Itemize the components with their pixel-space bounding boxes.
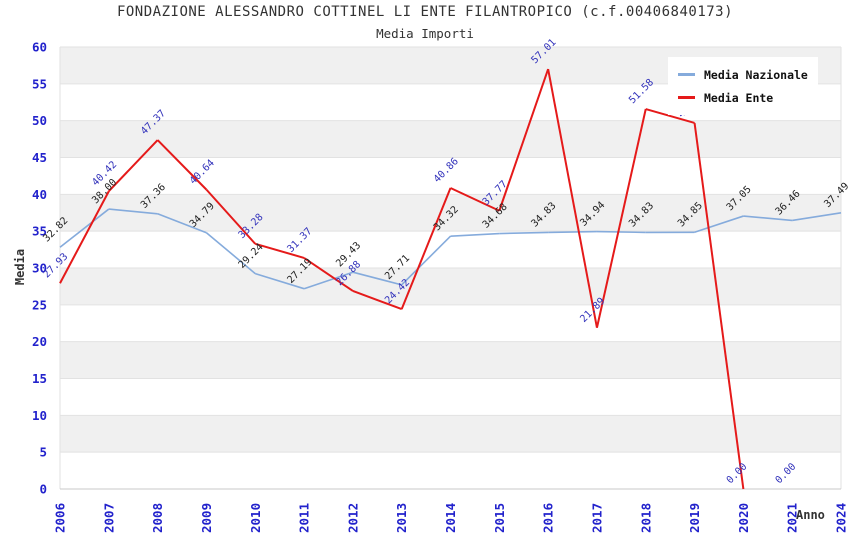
ente-line-swatch-icon (678, 96, 695, 99)
series-line-media-nazionale (596, 230, 646, 234)
series-line-media-nazionale (450, 232, 500, 237)
point-label-media-ente: 0.00 (725, 461, 750, 486)
chart-title: FONDAZIONE ALESSANDRO COTTINEL LI ENTE F… (116, 4, 734, 20)
series-line-media-nazionale (352, 271, 402, 286)
x-tick-label: 2017 (589, 503, 604, 533)
series-line-media-ente (108, 139, 159, 192)
legend-item-media-nazionale: Media Nazionale (678, 63, 810, 86)
x-tick-label: 2006 (53, 503, 68, 533)
x-axis-title: Anno (796, 508, 825, 522)
y-tick-label: 35 (32, 224, 47, 239)
series-line-media-ente (205, 188, 256, 245)
x-tick-label: 2007 (101, 503, 116, 533)
plot-band (60, 415, 841, 453)
x-tick-label: 2015 (492, 503, 507, 533)
series-line-media-ente (693, 122, 745, 490)
y-tick-label: 55 (32, 76, 47, 91)
series-line-media-nazionale (401, 235, 452, 286)
series-line-media-nazionale (255, 272, 305, 290)
y-axis-title: Media (13, 248, 27, 286)
plot-band (60, 194, 841, 232)
y-tick-label: 45 (32, 150, 47, 165)
y-tick-label: 5 (39, 445, 47, 460)
series-line-media-nazionale (157, 213, 207, 234)
x-tick-label: 2016 (541, 503, 556, 533)
point-label-media-nazionale: 29.24 (237, 242, 266, 271)
legend-item-media-ente: Media Ente (678, 86, 810, 109)
legend: Media Nazionale Media Ente (668, 57, 818, 115)
series-line-media-ente (645, 108, 695, 124)
x-tick-label: 2018 (638, 503, 653, 533)
point-label-media-ente: 40.64 (188, 158, 217, 187)
series-line-media-nazionale (59, 208, 110, 248)
x-tick-label: 2009 (199, 503, 214, 533)
point-label-media-ente: 40.86 (432, 156, 461, 185)
series-line-media-ente (498, 68, 550, 212)
point-label-media-ente: 0.00 (774, 461, 799, 486)
series-line-media-ente (303, 257, 354, 292)
legend-label-media-nazionale: Media Nazionale (704, 67, 808, 82)
series-line-media-nazionale (303, 271, 354, 290)
series-line-media-ente (595, 108, 647, 328)
x-tick-label: 2010 (248, 503, 263, 533)
x-tick-label: 2019 (687, 503, 702, 533)
y-tick-label: 20 (32, 334, 47, 349)
y-tick-label: 40 (32, 187, 47, 202)
plot-band (60, 120, 841, 158)
x-tick-label: 2014 (443, 503, 458, 533)
series-line-media-nazionale (205, 232, 256, 275)
x-tick-label: 2011 (297, 503, 312, 533)
x-tick-label: 2012 (345, 503, 360, 533)
nazionale-line-swatch-icon (678, 73, 695, 76)
series-line-media-ente (400, 187, 452, 310)
y-tick-label: 0 (39, 482, 47, 497)
series-line-media-nazionale (694, 215, 744, 234)
series-line-media-ente (254, 242, 305, 259)
x-tick-label: 2021 (785, 503, 800, 533)
x-tick-label: 2024 (834, 503, 849, 533)
series-line-media-nazionale (743, 215, 793, 222)
y-tick-label: 10 (32, 408, 47, 423)
series-line-media-nazionale (548, 230, 597, 234)
y-tick-label: 50 (32, 113, 47, 128)
series-line-media-nazionale (499, 231, 549, 235)
series-line-media-ente (156, 139, 208, 191)
x-tick-label: 2013 (394, 503, 409, 533)
series-line-media-ente (352, 290, 403, 311)
chart-subtitle: Media Importi (376, 26, 474, 41)
series-line-media-ente (450, 187, 500, 212)
y-tick-label: 60 (32, 40, 47, 55)
x-tick-label: 2008 (150, 503, 165, 533)
x-tick-label: 2020 (736, 503, 751, 533)
series-line-media-ente (59, 190, 110, 284)
legend-label-media-ente: Media Ente (704, 90, 774, 105)
plot-band (60, 341, 841, 379)
series-line-media-nazionale (792, 212, 842, 222)
series-line-media-nazionale (108, 208, 158, 215)
series-line-media-ente (547, 68, 598, 328)
y-tick-label: 30 (32, 261, 47, 276)
y-tick-label: 25 (32, 297, 47, 312)
plot-band (60, 268, 841, 305)
y-tick-label: 15 (32, 371, 47, 386)
